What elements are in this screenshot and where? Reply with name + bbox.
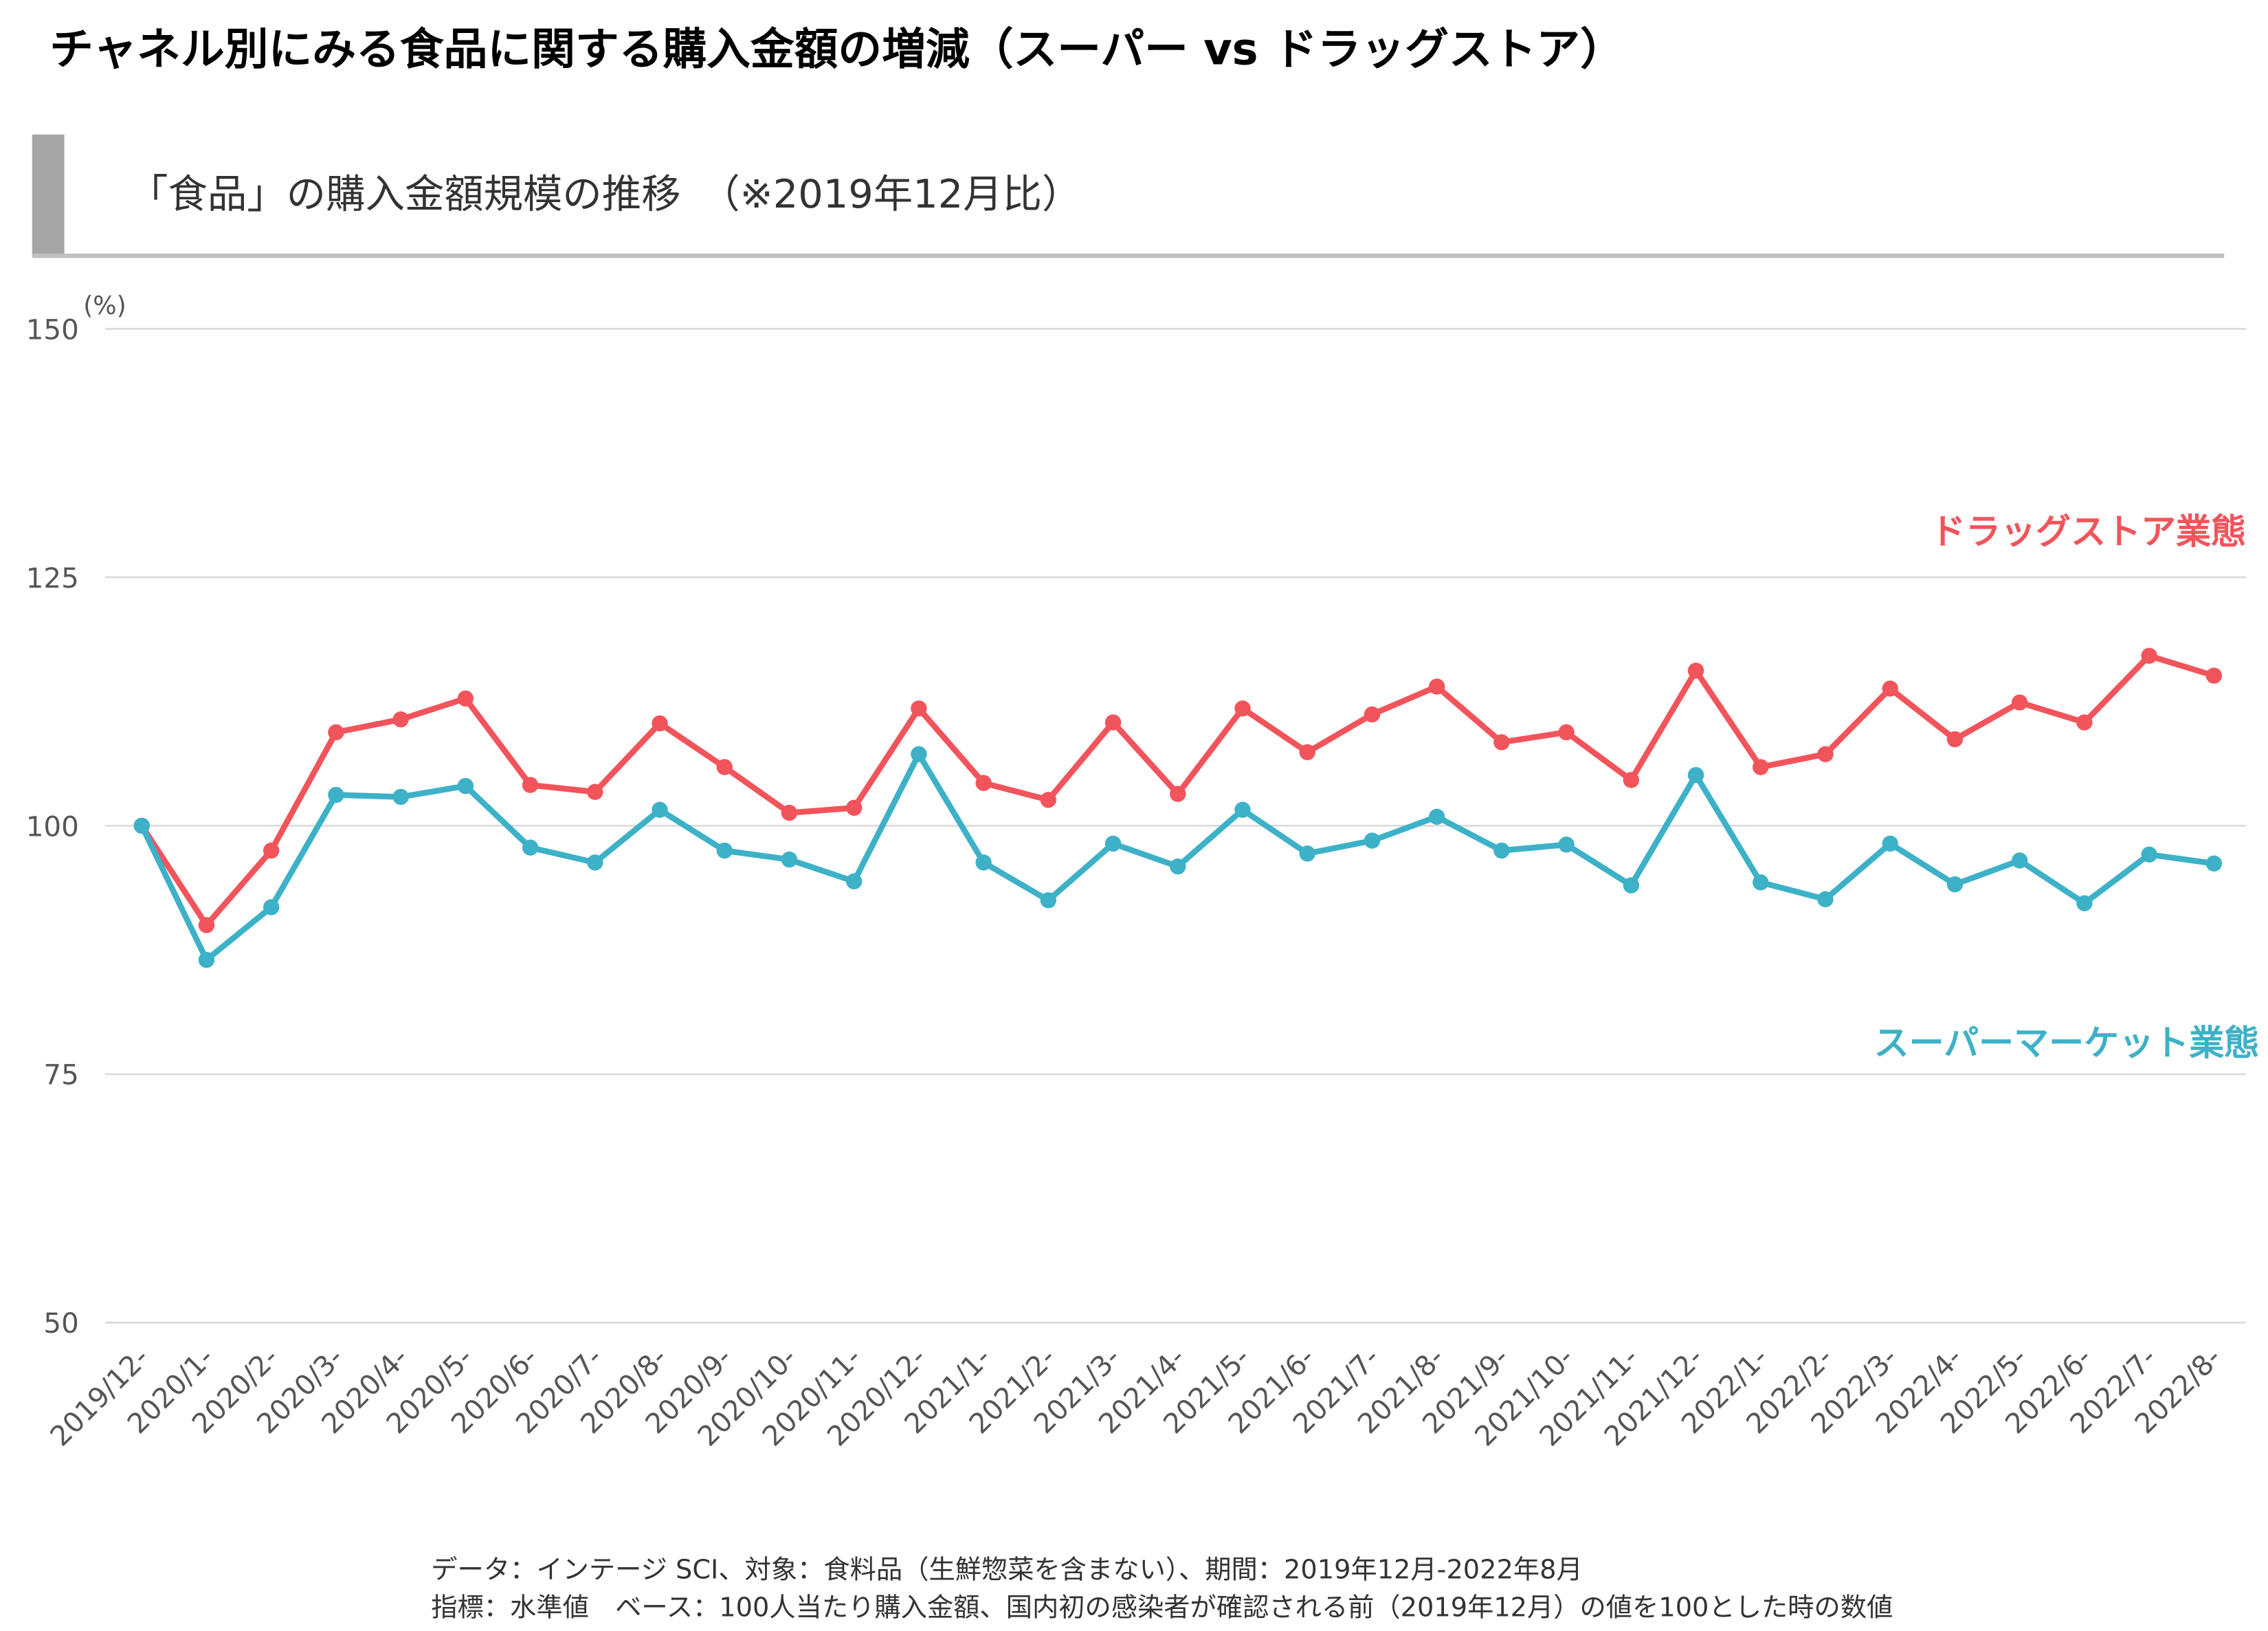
point bbox=[1817, 891, 1834, 908]
note: 指標：水準値 ベース：100人当たり購入金額、国内初の感染者が確認される前（20… bbox=[431, 1593, 1893, 1623]
point bbox=[1493, 842, 1510, 859]
point bbox=[1234, 700, 1251, 717]
point bbox=[1364, 706, 1381, 723]
y-tick-label: 100 bbox=[26, 810, 79, 843]
point bbox=[2011, 694, 2028, 711]
series-label: スーパーマーケット業態 bbox=[1874, 1023, 2260, 1064]
point bbox=[911, 746, 927, 762]
point bbox=[1882, 680, 1898, 697]
point bbox=[1687, 663, 1704, 679]
point bbox=[328, 724, 344, 741]
point bbox=[1493, 734, 1510, 751]
point bbox=[781, 804, 798, 821]
point bbox=[845, 799, 863, 817]
point bbox=[2141, 846, 2157, 863]
point bbox=[198, 951, 215, 968]
point bbox=[1428, 808, 1445, 825]
point bbox=[1040, 892, 1057, 909]
series-line bbox=[139, 751, 2214, 963]
point bbox=[2205, 855, 2223, 872]
point bbox=[1946, 731, 1964, 748]
point bbox=[2076, 895, 2093, 911]
title-bar bbox=[32, 134, 65, 256]
point bbox=[1234, 801, 1251, 818]
point bbox=[1170, 786, 1186, 802]
point bbox=[652, 801, 668, 818]
point bbox=[1558, 724, 1575, 741]
point bbox=[1623, 877, 1640, 894]
series-label: ドラッグストア業態 bbox=[1931, 512, 2246, 553]
point bbox=[1753, 874, 1769, 891]
point bbox=[1623, 772, 1640, 788]
y-unit: (%) bbox=[83, 291, 126, 320]
point bbox=[1364, 832, 1381, 849]
point bbox=[1170, 858, 1186, 875]
point bbox=[1299, 845, 1315, 862]
y-tick-label: 150 bbox=[26, 313, 79, 346]
point bbox=[522, 777, 539, 793]
point bbox=[1104, 714, 1122, 731]
point bbox=[975, 775, 992, 791]
point bbox=[2141, 647, 2157, 664]
chart-subtitle: 「食品」の購入金額規模の推移 （※2019年12月比） bbox=[129, 171, 1081, 217]
point bbox=[392, 788, 409, 806]
point bbox=[1299, 744, 1315, 761]
chart-title: チャネル別にみる食品に関する購入金額の増減（スーパー vs ドラッグストア） bbox=[49, 25, 1624, 76]
point bbox=[781, 851, 798, 868]
point bbox=[911, 700, 927, 717]
y-tick-label: 75 bbox=[43, 1059, 78, 1091]
y-tick-label: 50 bbox=[43, 1307, 78, 1340]
point bbox=[587, 784, 603, 800]
point bbox=[2076, 714, 2093, 731]
point bbox=[392, 711, 409, 728]
point bbox=[328, 786, 344, 803]
point bbox=[1882, 835, 1898, 852]
point bbox=[716, 842, 733, 859]
point bbox=[522, 839, 539, 856]
point bbox=[845, 873, 863, 890]
point bbox=[1817, 746, 1834, 762]
point bbox=[2011, 852, 2028, 869]
point bbox=[1558, 836, 1575, 853]
point bbox=[1946, 876, 1964, 893]
point bbox=[2205, 667, 2223, 684]
point bbox=[587, 854, 603, 871]
x-tick-label: 2019/12- bbox=[44, 1341, 155, 1452]
point bbox=[457, 690, 474, 707]
point bbox=[263, 842, 280, 859]
point bbox=[1687, 766, 1704, 784]
point bbox=[716, 759, 733, 775]
note: データ：インテージ SCI、対象：食料品（生鮮惣菜を含まない）、期間：2019年… bbox=[431, 1554, 1582, 1585]
point bbox=[975, 854, 992, 871]
point bbox=[133, 817, 150, 834]
point bbox=[263, 899, 280, 916]
point bbox=[198, 917, 215, 933]
point bbox=[1104, 835, 1122, 852]
point bbox=[1753, 759, 1769, 775]
y-tick-label: 125 bbox=[26, 562, 79, 595]
point bbox=[457, 777, 474, 795]
point bbox=[652, 715, 668, 732]
point bbox=[1040, 792, 1057, 808]
point bbox=[1428, 678, 1445, 695]
